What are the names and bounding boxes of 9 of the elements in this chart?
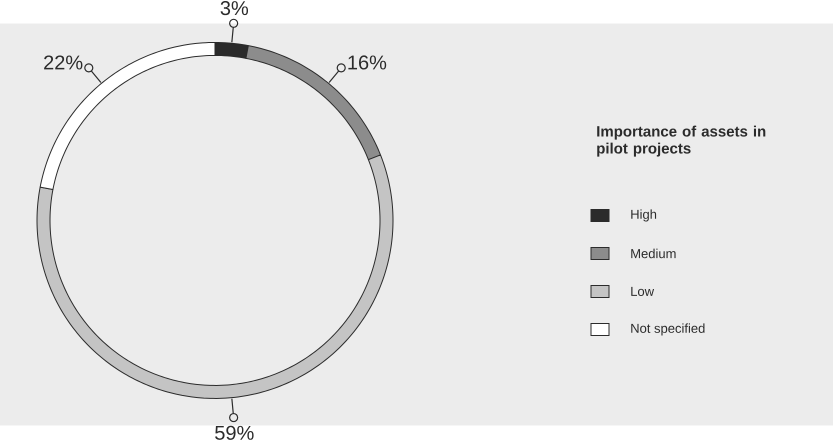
data-label: 16% (348, 55, 386, 70)
data-label: 22% (44, 55, 82, 70)
legend-label: Not specified (631, 323, 704, 336)
legend-label: Medium (631, 248, 676, 258)
data-label: 59% (215, 426, 254, 440)
legend-label: Low (631, 286, 654, 296)
legend-label: High (631, 209, 656, 222)
data-label: 3% (220, 1, 248, 16)
legend-title: Importance of assets in pilot projects (597, 126, 766, 157)
